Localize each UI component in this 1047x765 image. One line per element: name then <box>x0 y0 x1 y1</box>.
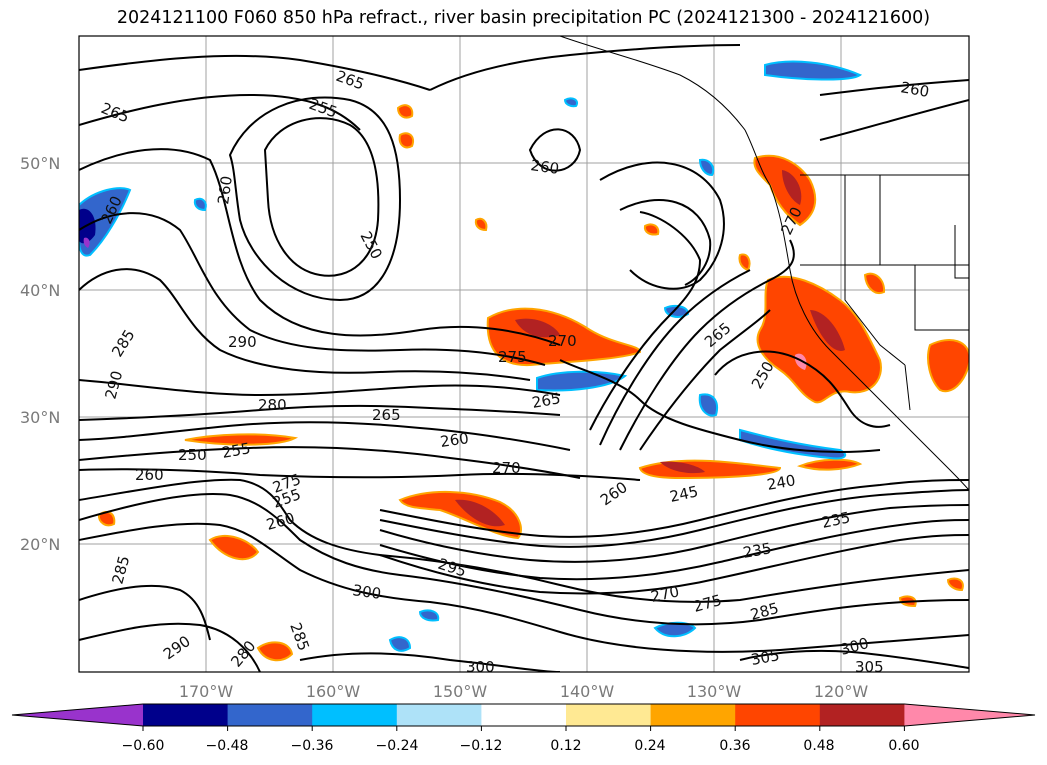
contour-label: 265 <box>372 406 401 424</box>
contour-label: 240 <box>766 471 797 494</box>
refractivity-contours <box>79 44 969 672</box>
colorbar-swatch <box>566 704 652 726</box>
colorbar-ticks: −0.60 −0.48 −0.36 −0.24 −0.12 0.12 0.24 … <box>122 738 920 754</box>
lon-label-170w: 170°W <box>179 682 234 701</box>
contour-label: 260 <box>214 175 236 206</box>
colorbar-swatch <box>143 704 229 726</box>
contour-label: 275 <box>498 348 527 366</box>
colorbar-swatch <box>735 704 821 726</box>
colorbar-swatch <box>312 704 398 726</box>
contour-label: 260 <box>439 429 470 451</box>
contour-label: 305 <box>855 658 884 676</box>
colorbar-tick: 0.48 <box>803 738 834 754</box>
contour-label: 250 <box>178 446 207 464</box>
map-content: 265 255 265 260 260 250 260 290 285 290 … <box>79 36 969 676</box>
contour-label: 280 <box>258 396 287 414</box>
coastlines <box>559 36 969 491</box>
colorbar-swatch <box>819 704 905 726</box>
lat-label-20n: 20°N <box>20 535 60 554</box>
colorbar-tick: 0.24 <box>634 738 665 754</box>
contour-label: 290 <box>228 333 257 351</box>
lat-label-50n: 50°N <box>20 154 60 173</box>
contour-label: 235 <box>820 508 852 532</box>
lon-label-160w: 160°W <box>306 682 361 701</box>
contour-label: 260 <box>899 78 930 101</box>
contour-label: 245 <box>668 482 700 506</box>
precip-shading <box>79 60 969 662</box>
colorbar: −0.60 −0.48 −0.36 −0.24 −0.12 0.12 0.24 … <box>11 703 1036 754</box>
contour-label: 235 <box>742 539 773 562</box>
colorbar-extend-low <box>12 704 143 726</box>
lon-label-120w: 120°W <box>814 682 869 701</box>
contour-label: 265 <box>531 389 562 412</box>
graticule <box>79 36 969 672</box>
contour-label: 260 <box>529 156 560 178</box>
lat-label-30n: 30°N <box>20 408 60 427</box>
longitude-labels: 170°W 160°W 150°W 140°W 130°W 120°W <box>179 682 869 701</box>
contour-label: 270 <box>649 582 681 606</box>
colorbar-tick: 0.60 <box>888 738 919 754</box>
map-title: 2024121100 F060 850 hPa refract., river … <box>116 8 931 28</box>
lon-label-130w: 130°W <box>687 682 742 701</box>
colorbar-swatches <box>11 703 1036 731</box>
lon-label-140w: 140°W <box>560 682 615 701</box>
latitude-labels: 50°N 40°N 30°N 20°N <box>20 154 60 554</box>
contour-label: 270 <box>492 459 521 477</box>
colorbar-tick: −0.36 <box>291 738 334 754</box>
lon-label-150w: 150°W <box>433 682 488 701</box>
contour-label: 300 <box>351 581 382 603</box>
colorbar-swatch <box>396 704 482 726</box>
colorbar-swatch <box>481 704 567 726</box>
colorbar-tick: 0.12 <box>550 738 581 754</box>
map-frame <box>78 35 970 673</box>
contour-label: 305 <box>750 646 781 669</box>
contour-label: 300 <box>466 658 495 676</box>
lat-label-40n: 40°N <box>20 281 60 300</box>
contour-label: 270 <box>548 332 577 350</box>
colorbar-swatch <box>227 704 313 726</box>
contour-label: 255 <box>221 439 252 462</box>
colorbar-swatch <box>650 704 736 726</box>
colorbar-extend-high <box>904 704 1035 726</box>
contour-label: 260 <box>135 466 164 484</box>
colorbar-tick: −0.60 <box>122 738 165 754</box>
colorbar-tick: −0.48 <box>206 738 249 754</box>
colorbar-tick: −0.24 <box>376 738 419 754</box>
colorbar-tick: 0.36 <box>719 738 750 754</box>
colorbar-tick: −0.12 <box>460 738 503 754</box>
